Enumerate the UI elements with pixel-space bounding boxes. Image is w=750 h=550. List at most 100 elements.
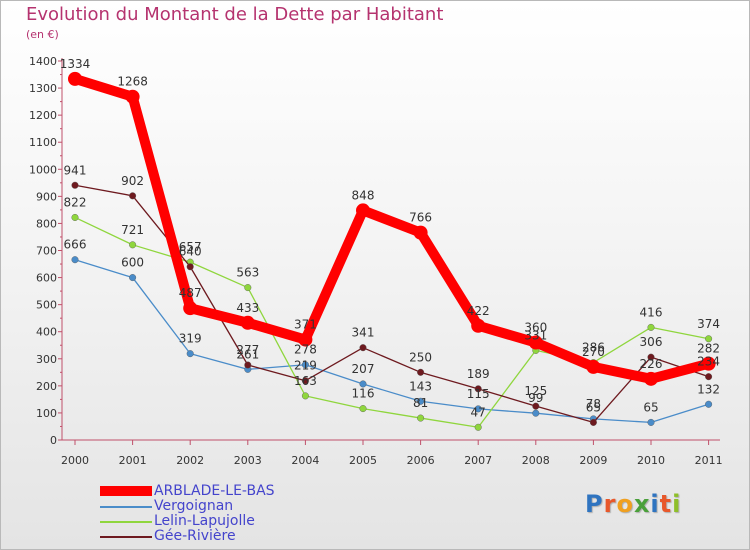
- data-label: 250: [409, 350, 432, 364]
- x-tick-label: 2005: [349, 454, 377, 467]
- data-point-vergoignan: [532, 409, 540, 417]
- data-label: 207: [352, 362, 375, 376]
- legend-label: Lelin-Lapujolle: [154, 513, 255, 529]
- x-tick-label: 2011: [695, 454, 723, 467]
- data-label: 163: [294, 374, 317, 388]
- data-label: 848: [352, 188, 375, 202]
- legend-label: Vergoignan: [154, 498, 234, 514]
- series-line-vergoignan: [74, 259, 710, 424]
- y-tick-label: 800: [36, 217, 57, 230]
- data-label: 416: [640, 305, 663, 319]
- data-label: 640: [179, 245, 202, 259]
- data-label: 65: [586, 400, 601, 414]
- y-tick-label: 700: [36, 245, 57, 258]
- data-point-gee-riviere: [417, 368, 425, 376]
- x-tick-label: 2002: [176, 454, 204, 467]
- data-label: 277: [236, 343, 259, 357]
- data-point-arblade-le-bas: [528, 335, 543, 350]
- data-label: 115: [467, 387, 490, 401]
- data-label: 125: [524, 384, 547, 398]
- data-point-arblade-le-bas: [471, 318, 486, 333]
- x-tick-label: 2004: [291, 454, 319, 467]
- chart-title: Evolution du Montant de la Dette par Hab…: [26, 4, 444, 25]
- y-tick-label: 200: [36, 380, 57, 393]
- data-label: 226: [640, 357, 663, 371]
- data-label: 563: [236, 266, 259, 280]
- data-point-arblade-le-bas: [701, 356, 716, 371]
- data-label: 132: [697, 382, 720, 396]
- data-label: 360: [524, 321, 547, 335]
- logo-letter: x: [633, 490, 651, 518]
- data-point-gee-riviere: [186, 263, 194, 271]
- data-point-vergoignan: [186, 350, 194, 358]
- data-label: 721: [121, 223, 144, 237]
- data-point-vergoignan: [359, 380, 367, 388]
- data-label: 941: [64, 163, 87, 177]
- data-point-gee-riviere: [244, 361, 252, 369]
- data-label: 487: [179, 286, 202, 300]
- data-label: 666: [64, 238, 87, 252]
- data-label: 278: [294, 343, 317, 357]
- logo-letter: i: [650, 490, 660, 518]
- logo-letter: t: [659, 490, 673, 518]
- data-point-lelin-lapujolle: [301, 392, 309, 400]
- data-label: 306: [640, 335, 663, 349]
- data-point-lelin-lapujolle: [244, 284, 252, 292]
- x-tick-label: 2003: [234, 454, 262, 467]
- data-label: 286: [582, 341, 605, 355]
- data-label: 99: [528, 391, 543, 405]
- data-point-lelin-lapujolle: [474, 423, 482, 431]
- data-label: 422: [467, 304, 490, 318]
- data-label: 341: [352, 326, 375, 340]
- legend-item: Gée-Rivière: [100, 529, 340, 545]
- legend-swatch: [100, 486, 152, 496]
- data-point-lelin-lapujolle: [359, 405, 367, 413]
- y-tick-label: 1000: [29, 163, 57, 176]
- data-point-arblade-le-bas: [298, 332, 313, 347]
- data-label: 65: [643, 400, 658, 414]
- data-point-vergoignan: [301, 361, 309, 369]
- y-tick-label: 900: [36, 190, 57, 203]
- legend-swatch: [100, 506, 152, 508]
- data-point-gee-riviere: [532, 402, 540, 410]
- logo-letter: i: [672, 490, 682, 518]
- data-point-vergoignan: [647, 418, 655, 426]
- x-tick-label: 2008: [522, 454, 550, 467]
- data-label: 261: [236, 347, 259, 361]
- y-tick-label: 300: [36, 353, 57, 366]
- data-point-gee-riviere: [647, 353, 655, 361]
- data-point-arblade-le-bas: [68, 71, 82, 86]
- data-point-lelin-lapujolle: [647, 323, 655, 331]
- data-point-gee-riviere: [359, 344, 367, 352]
- legend-swatch: [100, 521, 152, 523]
- x-tick-label: 2009: [579, 454, 607, 467]
- data-label: 433: [236, 301, 259, 315]
- logo-letter: r: [603, 490, 617, 518]
- data-point-arblade-le-bas: [125, 89, 140, 104]
- data-point-arblade-le-bas: [644, 371, 658, 386]
- data-point-arblade-le-bas: [586, 359, 601, 374]
- x-tick-label: 2007: [464, 454, 492, 467]
- x-tick-label: 2010: [637, 454, 665, 467]
- proxiti-logo: Proxiti: [585, 490, 681, 518]
- y-tick-label: 0: [50, 434, 57, 447]
- data-label: 822: [64, 195, 87, 209]
- data-point-vergoignan: [71, 256, 79, 264]
- data-label: 189: [467, 367, 490, 381]
- y-tick-label: 1200: [29, 109, 57, 122]
- y-tick-label: 1400: [29, 55, 57, 68]
- data-point-gee-riviere: [589, 418, 597, 426]
- data-point-gee-riviere: [71, 181, 79, 189]
- data-point-lelin-lapujolle: [129, 241, 137, 249]
- data-point-arblade-le-bas: [356, 203, 370, 218]
- data-label: 657: [179, 240, 202, 254]
- data-point-gee-riviere: [301, 377, 309, 385]
- y-tick-label: 100: [36, 407, 57, 420]
- data-point-vergoignan: [417, 397, 425, 405]
- data-point-vergoignan: [474, 405, 482, 413]
- legend-item: ARBLADE-LE-BAS: [100, 484, 340, 500]
- data-label: 319: [179, 332, 202, 346]
- data-label: 282: [697, 342, 720, 356]
- data-label: 143: [409, 379, 432, 393]
- data-point-vergoignan: [129, 274, 137, 282]
